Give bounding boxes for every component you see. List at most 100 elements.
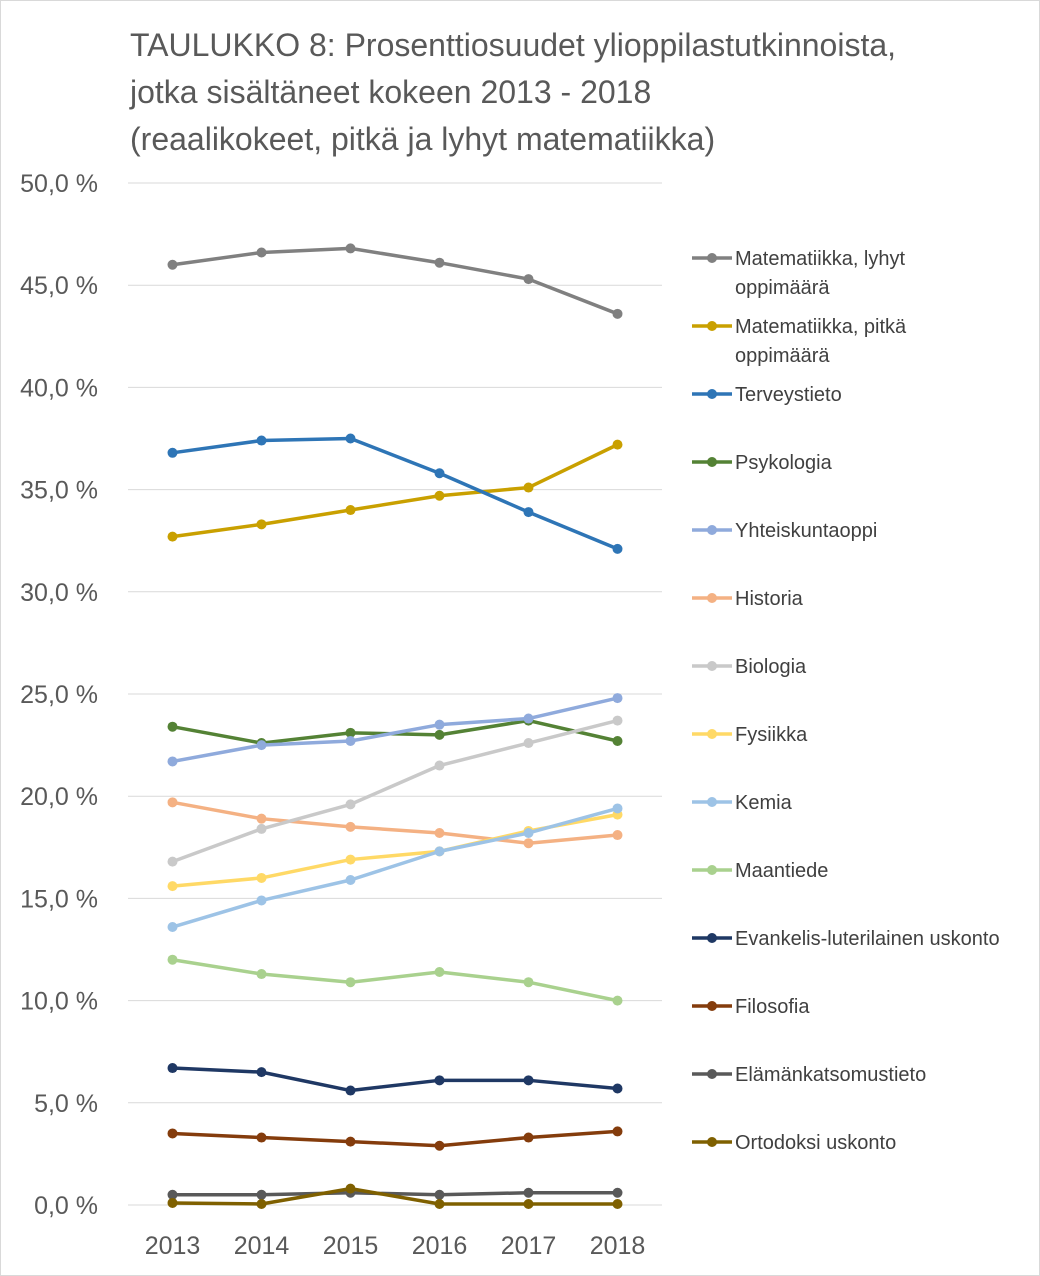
data-point — [345, 799, 356, 810]
y-tick-label: 35,0 % — [20, 477, 98, 505]
data-point — [256, 823, 267, 834]
legend-marker — [707, 865, 717, 875]
data-point — [256, 1198, 267, 1209]
data-point — [345, 854, 356, 865]
data-point — [523, 838, 534, 849]
x-tick-label: 2013 — [145, 1232, 201, 1260]
data-point — [256, 969, 267, 980]
data-point — [345, 1085, 356, 1096]
chart-title-line: (reaalikokeet, pitkä ja lyhyt matematiik… — [130, 121, 716, 157]
data-point — [167, 1197, 178, 1208]
data-point — [256, 1189, 267, 1200]
y-tick-label: 30,0 % — [20, 579, 98, 607]
series-line — [172, 1129, 618, 1148]
data-point — [345, 736, 356, 747]
data-point — [434, 257, 445, 268]
data-point — [345, 1136, 356, 1147]
data-point — [256, 1132, 267, 1143]
data-point — [434, 468, 445, 479]
legend-marker — [707, 253, 717, 263]
data-point — [256, 872, 267, 883]
series-line — [172, 1186, 618, 1206]
data-point — [523, 977, 534, 988]
data-point — [256, 519, 267, 530]
data-point — [345, 977, 356, 988]
legend-label: Matematiikka, pitkä — [735, 316, 907, 338]
x-tick-label: 2017 — [501, 1232, 557, 1260]
data-point — [167, 954, 178, 965]
data-point — [256, 813, 267, 824]
data-point — [434, 719, 445, 730]
data-point — [345, 875, 356, 886]
data-point — [256, 247, 267, 258]
legend-marker — [707, 797, 717, 807]
data-point — [523, 482, 534, 493]
legend-label: Fysiikka — [735, 724, 808, 746]
data-point — [167, 1063, 178, 1074]
legend-label: Kemia — [735, 792, 793, 814]
data-point — [612, 736, 623, 747]
data-point — [612, 439, 623, 450]
series-line — [171, 806, 618, 929]
data-point — [345, 433, 356, 444]
data-point — [167, 881, 178, 892]
legend-label: oppimäärä — [735, 345, 830, 367]
data-point — [434, 846, 445, 857]
data-point — [434, 1075, 445, 1086]
data-point — [167, 1128, 178, 1139]
legend-label: Matematiikka, lyhyt — [735, 248, 905, 270]
y-tick-label: 10,0 % — [20, 988, 98, 1016]
legend-label: Evankelis-luterilainen uskonto — [735, 928, 1000, 950]
data-point — [523, 1132, 534, 1143]
data-point — [434, 490, 445, 501]
data-point — [523, 274, 534, 285]
data-point — [167, 531, 178, 542]
x-tick-label: 2014 — [234, 1232, 290, 1260]
data-point — [345, 1183, 356, 1194]
data-point — [523, 713, 534, 724]
data-point — [434, 827, 445, 838]
data-point — [523, 507, 534, 518]
data-point — [345, 821, 356, 832]
data-point — [523, 738, 534, 749]
chart-title-line: jotka sisältäneet kokeen 2013 - 2018 — [130, 74, 652, 110]
data-point — [256, 895, 267, 906]
data-point — [612, 1187, 623, 1198]
legend-label: oppimäärä — [735, 277, 830, 299]
y-tick-label: 20,0 % — [20, 783, 98, 811]
legend-marker — [707, 661, 717, 671]
legend-label: Ortodoksi uskonto — [735, 1132, 896, 1154]
legend-marker — [707, 593, 717, 603]
data-point — [612, 693, 623, 704]
x-tick-label: 2016 — [412, 1232, 468, 1260]
series-line — [171, 718, 618, 864]
data-point — [167, 856, 178, 867]
legend-marker — [707, 321, 717, 331]
data-point — [256, 435, 267, 446]
data-point — [345, 727, 356, 738]
legend-label: Filosofia — [735, 996, 810, 1018]
series-line — [172, 1066, 618, 1093]
y-tick-label: 40,0 % — [20, 374, 98, 402]
data-point — [612, 1126, 623, 1137]
y-tick-label: 5,0 % — [34, 1090, 98, 1118]
y-tick-label: 50,0 % — [20, 170, 98, 198]
data-point — [167, 259, 178, 270]
legend-marker — [707, 729, 717, 739]
series-line — [172, 436, 619, 551]
data-point — [167, 797, 178, 808]
data-point — [167, 756, 178, 767]
legend-marker — [707, 1069, 717, 1079]
data-point — [612, 1083, 623, 1094]
data-point — [523, 1198, 534, 1209]
data-point — [523, 827, 534, 838]
data-point — [256, 1067, 267, 1078]
data-point — [434, 760, 445, 771]
y-tick-label: 0,0 % — [34, 1192, 98, 1220]
data-point — [612, 830, 623, 841]
data-point — [612, 715, 623, 726]
data-point — [612, 1198, 623, 1209]
legend-marker — [707, 389, 717, 399]
data-point — [256, 740, 267, 751]
